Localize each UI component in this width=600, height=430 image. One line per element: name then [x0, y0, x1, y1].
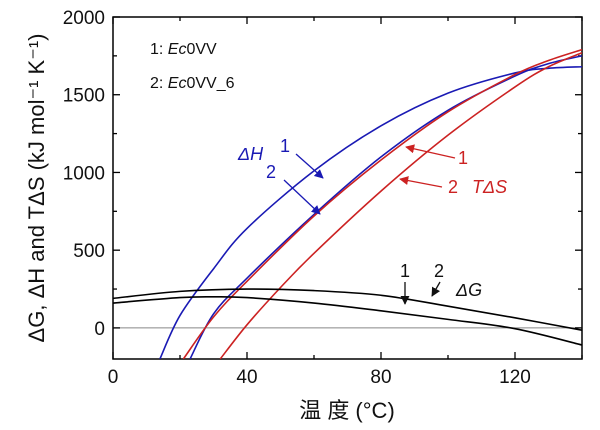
plot-frame: [112, 16, 583, 360]
x-tick-label: 80: [370, 367, 391, 388]
tds-series-2-label: 2: [448, 177, 458, 197]
dh-series-1-arrow: [295, 153, 324, 179]
legend-item-2: 2: Ec0VV_6: [150, 75, 235, 92]
tds-series-1-arrow: [405, 144, 456, 159]
dg-symbol-label: ΔG: [455, 280, 482, 300]
axis-ticks: [112, 16, 583, 359]
x-tick-label: 120: [499, 367, 531, 388]
y-tick-label: 1500: [63, 86, 105, 107]
tds-series-2-line: [219, 52, 582, 359]
dg-series-2-label: 2: [434, 261, 444, 281]
legend: 1: Ec0VV 2: Ec0VV_6: [150, 41, 235, 92]
y-axis-title: ΔG, ΔH and TΔS (kJ mol⁻¹ K⁻¹): [24, 34, 49, 343]
tds-symbol-label: TΔS: [472, 177, 507, 197]
dg-series-1-line: [113, 295, 582, 346]
dh-series-1-line: [159, 65, 582, 359]
y-tick-label: 0: [94, 319, 105, 340]
dh-series-2-line: [189, 55, 582, 359]
y-tick-label: 500: [73, 241, 105, 262]
dh-series-2-arrow: [283, 179, 321, 215]
x-axis-title: 温 度 (°C): [299, 398, 395, 423]
tds-series-2-arrow: [399, 176, 443, 188]
y-tick-label: 1000: [63, 163, 105, 184]
tds-series-1-line: [182, 48, 582, 359]
x-tick-label: 40: [236, 367, 257, 388]
dh-series-1-label: 1: [280, 136, 290, 156]
dg-series-2-arrow: [431, 281, 441, 297]
tds-series-1-label: 1: [458, 148, 468, 168]
x-tick-label: 0: [108, 367, 119, 388]
dh-series-2-label: 2: [266, 162, 276, 182]
legend-item-1: 1: Ec0VV: [150, 41, 217, 58]
axis-tick-labels: 0 40 80 120 0 500 1000 1500 2000: [63, 8, 531, 388]
series-layer: [113, 48, 582, 359]
dh-symbol-label: ΔH: [237, 144, 264, 164]
dg-series-1-label: 1: [400, 261, 410, 281]
y-tick-label: 2000: [63, 8, 105, 29]
dg-series-2-line: [113, 288, 582, 332]
